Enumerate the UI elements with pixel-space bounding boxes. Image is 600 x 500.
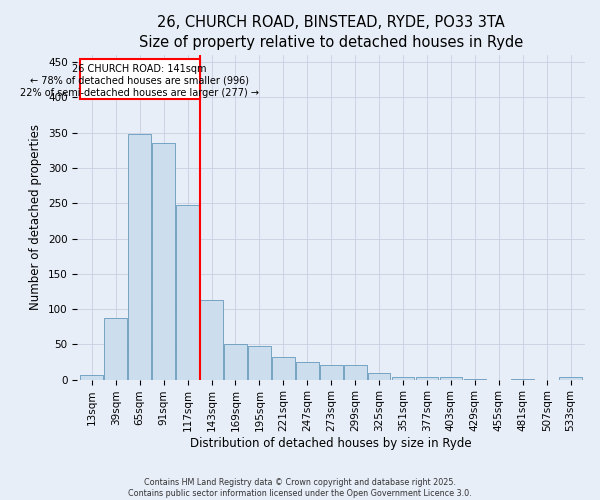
FancyBboxPatch shape <box>80 58 200 99</box>
Bar <box>296 362 319 380</box>
Bar <box>320 365 343 380</box>
Bar <box>272 357 295 380</box>
Bar <box>224 344 247 380</box>
Y-axis label: Number of detached properties: Number of detached properties <box>29 124 43 310</box>
Bar <box>511 379 534 380</box>
Bar <box>128 134 151 380</box>
Text: 26 CHURCH ROAD: 141sqm: 26 CHURCH ROAD: 141sqm <box>73 64 207 74</box>
Bar <box>248 346 271 380</box>
Text: 22% of semi-detached houses are larger (277) →: 22% of semi-detached houses are larger (… <box>20 88 259 98</box>
Bar <box>464 379 486 380</box>
Bar <box>80 376 103 380</box>
Title: 26, CHURCH ROAD, BINSTEAD, RYDE, PO33 3TA
Size of property relative to detached : 26, CHURCH ROAD, BINSTEAD, RYDE, PO33 3T… <box>139 15 523 50</box>
Bar <box>176 206 199 380</box>
X-axis label: Distribution of detached houses by size in Ryde: Distribution of detached houses by size … <box>190 437 472 450</box>
Bar <box>200 300 223 380</box>
Bar <box>416 377 439 380</box>
Bar <box>559 378 582 380</box>
Text: ← 78% of detached houses are smaller (996): ← 78% of detached houses are smaller (99… <box>30 76 249 86</box>
Bar <box>440 378 463 380</box>
Bar <box>344 365 367 380</box>
Bar <box>152 144 175 380</box>
Bar <box>104 318 127 380</box>
Bar <box>392 377 415 380</box>
Text: Contains HM Land Registry data © Crown copyright and database right 2025.
Contai: Contains HM Land Registry data © Crown c… <box>128 478 472 498</box>
Bar <box>368 373 391 380</box>
